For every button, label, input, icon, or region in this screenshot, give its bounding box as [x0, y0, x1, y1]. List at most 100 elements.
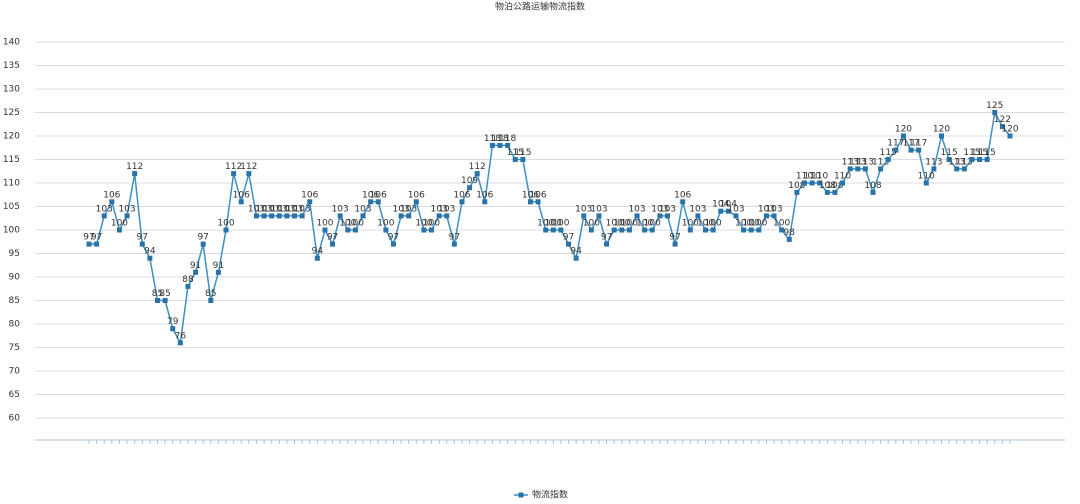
point-marker: [938, 133, 944, 139]
data-label: 103: [263, 204, 280, 214]
point-marker: [710, 227, 716, 233]
point-marker: [748, 227, 754, 233]
point-marker: [657, 213, 663, 219]
point-marker: [664, 213, 670, 219]
data-label: 106: [408, 190, 425, 200]
data-label: 110: [834, 172, 851, 182]
data-label: 97: [601, 233, 612, 243]
data-label: 120: [1001, 125, 1018, 135]
point-marker: [604, 241, 610, 247]
data-label: 103: [438, 204, 455, 214]
data-label: 97: [388, 233, 399, 243]
data-label: 100: [111, 219, 128, 229]
data-label: 113: [925, 157, 942, 167]
data-label: 110: [796, 172, 813, 182]
point-marker: [421, 227, 427, 233]
point-marker: [307, 199, 313, 205]
data-label: 115: [971, 148, 988, 158]
point-marker: [383, 227, 389, 233]
point-marker: [520, 157, 526, 162]
point-marker: [817, 180, 823, 186]
y-tick-label: 95: [9, 249, 20, 259]
y-tick-label: 65: [9, 390, 20, 400]
data-label: 106: [522, 190, 539, 200]
data-label: 125: [986, 101, 1003, 111]
data-label: 108: [864, 181, 881, 191]
point-marker: [482, 199, 488, 205]
point-marker: [185, 283, 191, 289]
point-marker: [505, 142, 511, 148]
data-label: 100: [583, 219, 600, 229]
data-label: 100: [743, 219, 760, 229]
point-marker: [292, 213, 298, 219]
data-label: 117: [910, 139, 927, 149]
data-label: 115: [514, 148, 531, 158]
point-marker: [215, 269, 221, 275]
data-label: 85: [205, 289, 216, 299]
data-label: 112: [126, 162, 143, 172]
data-label: 103: [590, 204, 607, 214]
data-label: 115: [979, 148, 996, 158]
data-label: 118: [484, 134, 501, 144]
data-label: 112: [225, 162, 242, 172]
point-marker: [809, 180, 815, 186]
y-tick-label: 115: [3, 155, 20, 165]
data-label: 103: [392, 204, 409, 214]
point-marker: [269, 213, 275, 219]
data-label: 91: [190, 261, 201, 271]
point-marker: [535, 199, 541, 205]
point-marker: [847, 166, 853, 172]
data-label: 103: [727, 204, 744, 214]
data-label: 113: [872, 157, 889, 167]
y-tick-label: 110: [3, 179, 20, 189]
data-label: 100: [750, 219, 767, 229]
point-marker: [86, 241, 92, 247]
data-label: 100: [339, 219, 356, 229]
data-label: 85: [159, 289, 170, 299]
point-marker: [398, 213, 404, 219]
data-label: 115: [963, 148, 980, 158]
data-label: 100: [347, 219, 364, 229]
point-marker: [124, 213, 130, 219]
point-marker: [695, 213, 701, 219]
legend-marker: [518, 492, 524, 498]
y-tick-label: 85: [9, 296, 20, 306]
data-label: 112: [240, 162, 257, 172]
y-tick-label: 75: [9, 343, 20, 353]
point-marker: [900, 133, 906, 139]
point-marker: [672, 241, 678, 247]
data-label: 100: [613, 219, 630, 229]
point-marker: [642, 227, 648, 233]
data-label: 112: [469, 162, 486, 172]
point-marker: [763, 213, 769, 219]
data-label: 113: [948, 157, 965, 167]
point-marker: [489, 142, 495, 148]
point-marker: [999, 124, 1005, 130]
data-label: 100: [621, 219, 638, 229]
point-marker: [467, 185, 473, 191]
point-marker: [246, 171, 252, 177]
data-label: 103: [96, 204, 113, 214]
data-label: 115: [880, 148, 897, 158]
data-label: 100: [705, 219, 722, 229]
data-label: 97: [669, 233, 680, 243]
y-tick-label: 90: [9, 273, 21, 283]
point-marker: [961, 166, 967, 172]
point-marker: [969, 157, 975, 162]
point-marker: [276, 213, 282, 219]
data-label: 106: [529, 190, 546, 200]
data-label: 97: [197, 233, 208, 243]
point-marker: [908, 147, 914, 153]
data-label: 100: [773, 219, 790, 229]
point-marker: [139, 241, 145, 247]
data-label: 100: [537, 219, 554, 229]
point-marker: [261, 213, 267, 219]
data-label: 103: [689, 204, 706, 214]
data-label: 103: [651, 204, 668, 214]
data-label: 103: [255, 204, 272, 214]
data-label: 76: [175, 331, 187, 341]
data-label: 100: [636, 219, 653, 229]
data-label: 100: [644, 219, 661, 229]
point-marker: [337, 213, 343, 219]
